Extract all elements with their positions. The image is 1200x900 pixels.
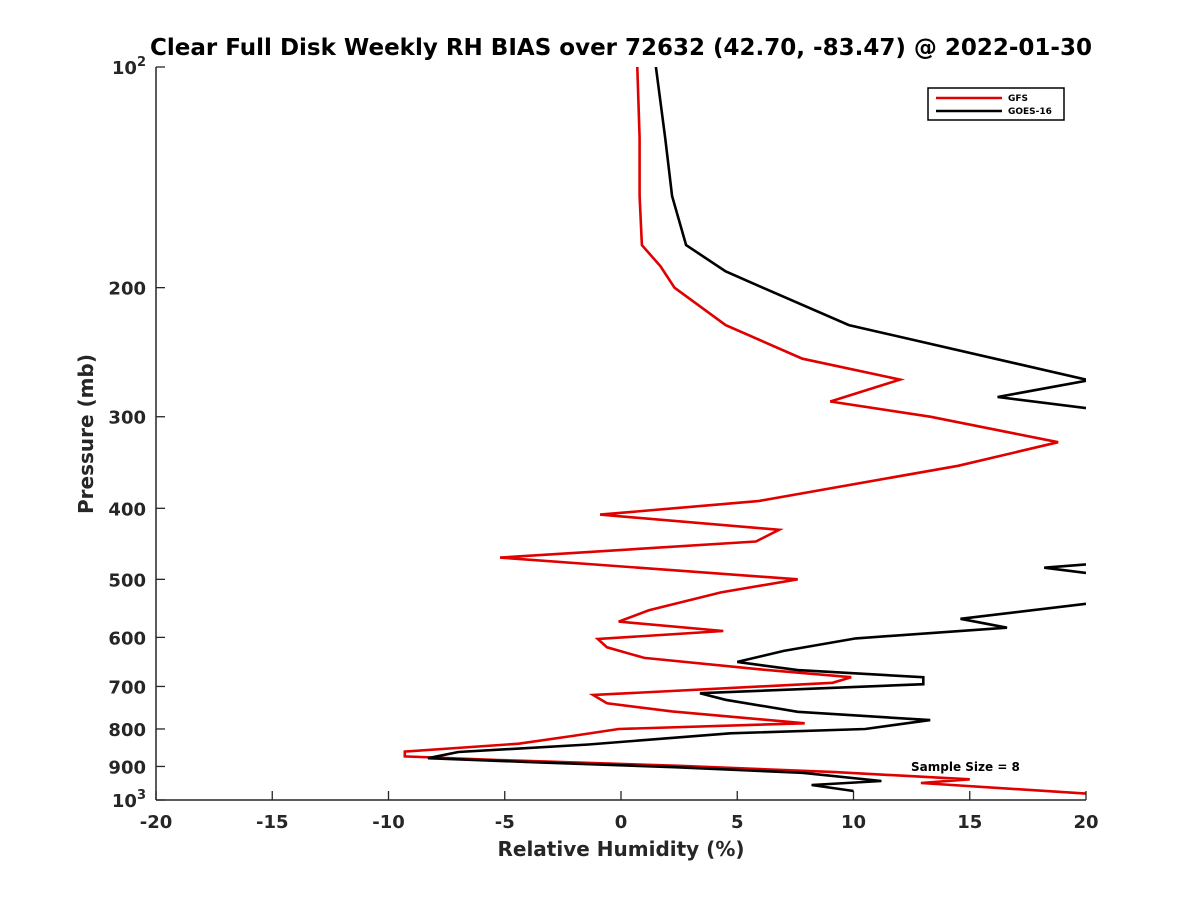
x-tick-label: 20 (1073, 812, 1098, 833)
y-tick-label: 500 (108, 570, 146, 591)
y-tick-label: 600 (108, 628, 146, 649)
series-line-gfs-0 (403, 67, 1086, 795)
y-axis-label: Pressure (mb) (74, 354, 98, 514)
y-tick-label: 200 (108, 279, 146, 300)
x-tick-label: -10 (372, 812, 405, 833)
sample-size-annotation: Sample Size = 8 (911, 760, 1020, 774)
x-tick-layer: -20 -15 -10 -5 0 5 10 15 20 (140, 791, 1099, 833)
series-line-goes-16-2 (1044, 563, 1086, 575)
y-tick-layer: 102 200 300 400 500 600 700 800 900 103 (108, 55, 165, 812)
y-tick-label: 300 (108, 408, 146, 429)
y-tick-label: 102 (112, 55, 146, 79)
legend: GFS GOES-16 (927, 87, 1065, 121)
x-tick-label: -5 (495, 812, 515, 833)
x-tick-label: 15 (957, 812, 982, 833)
x-axis-label: Relative Humidity (%) (497, 837, 744, 861)
y-tick-label: 800 (108, 720, 146, 741)
legend-label-goes16: GOES-16 (1008, 107, 1052, 117)
legend-box (927, 87, 1065, 121)
x-tick-label: 0 (615, 812, 628, 833)
series-line-goes-16-3 (427, 602, 1086, 793)
x-tick-label: -20 (140, 812, 173, 833)
x-tick-label: 10 (841, 812, 866, 833)
y-tick-label: 400 (108, 499, 146, 520)
series-layer (403, 67, 1086, 795)
legend-label-gfs: GFS (1008, 94, 1028, 104)
y-tick-label: 700 (108, 677, 146, 698)
chart-title: Clear Full Disk Weekly RH BIAS over 7263… (150, 35, 1092, 61)
y-tick-label: 900 (108, 757, 146, 778)
y-tick-label: 103 (112, 788, 146, 812)
series-line-goes-16-0 (654, 67, 1086, 381)
plot-area (156, 67, 1086, 800)
x-tick-label: -15 (256, 812, 289, 833)
x-tick-label: 5 (731, 812, 744, 833)
series-line-goes-16-1 (997, 379, 1086, 410)
